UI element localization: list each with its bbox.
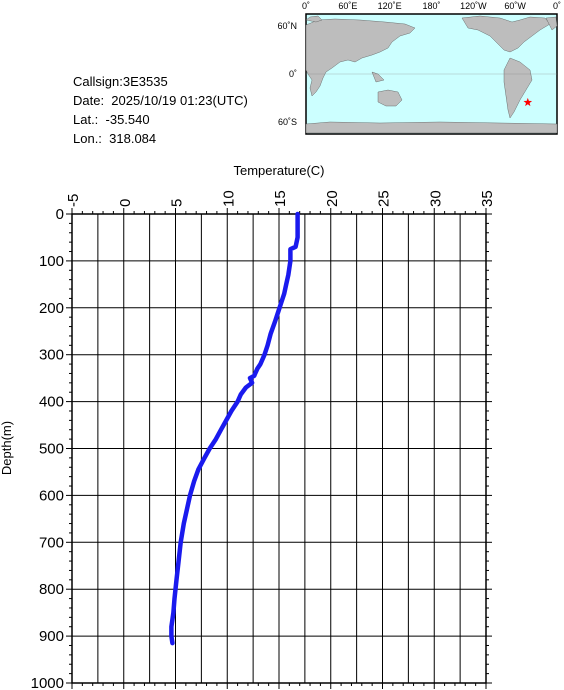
y-axis-title: Depth(m) [0,421,14,475]
y-tick-label: 600 [39,487,64,504]
y-tick-label: 300 [39,347,64,364]
map-lon-label: 60˚W [504,1,526,11]
location-map: 0˚ 60˚E 120˚E 180˚ 120˚W 60˚W 0˚ 60˚N 0˚ 60˚S [277,1,561,135]
map-lon-label: 0˚ [302,1,310,11]
x-tick-label: 30 [427,190,444,207]
y-tick-label: 900 [39,628,64,645]
map-lon-label: 60˚E [338,1,357,11]
map-lat-label: 60˚N [277,21,297,31]
x-tick-label: 10 [220,190,237,207]
y-tick-label: 100 [39,253,64,270]
x-tick-label: 20 [324,190,341,207]
map-land [305,15,558,134]
y-tick-label: 0 [56,206,64,223]
map-lon-label: 180˚ [422,1,440,11]
y-tick-label: 800 [39,581,64,598]
y-tick-label: 200 [39,300,64,317]
map-lon-label: 120˚E [378,1,402,11]
x-tick-label: 25 [376,190,393,207]
date-text: Date: 2025/10/19 01:23(UTC) [73,93,248,108]
x-tick-label: -5 [65,194,82,207]
map-lon-label: 0˚ [553,1,561,11]
x-tick-label: 35 [479,190,496,207]
y-tick-label: 1000 [31,675,64,690]
x-axis-title: Temperature(C) [233,163,324,178]
y-tick-label: 500 [39,441,64,458]
map-lon-label: 120˚W [460,1,487,11]
profile-info: Callsign:3E3535 Date: 2025/10/19 01:23(U… [73,72,248,148]
x-tick-label: 0 [117,199,134,207]
x-tick-label: 15 [272,190,289,207]
callsign-text: Callsign:3E3535 [73,74,168,89]
latitude-text: Lat.: -35.540 [73,112,150,127]
y-tick-label: 400 [39,394,64,411]
map-lat-label: 0˚ [289,69,297,79]
temperature-profile-line [169,211,300,646]
map-lat-label: 60˚S [278,117,297,127]
x-tick-label: 5 [169,199,186,207]
y-tick-label: 700 [39,534,64,551]
longitude-text: Lon.: 318.084 [73,131,157,146]
location-star-icon [523,97,533,107]
